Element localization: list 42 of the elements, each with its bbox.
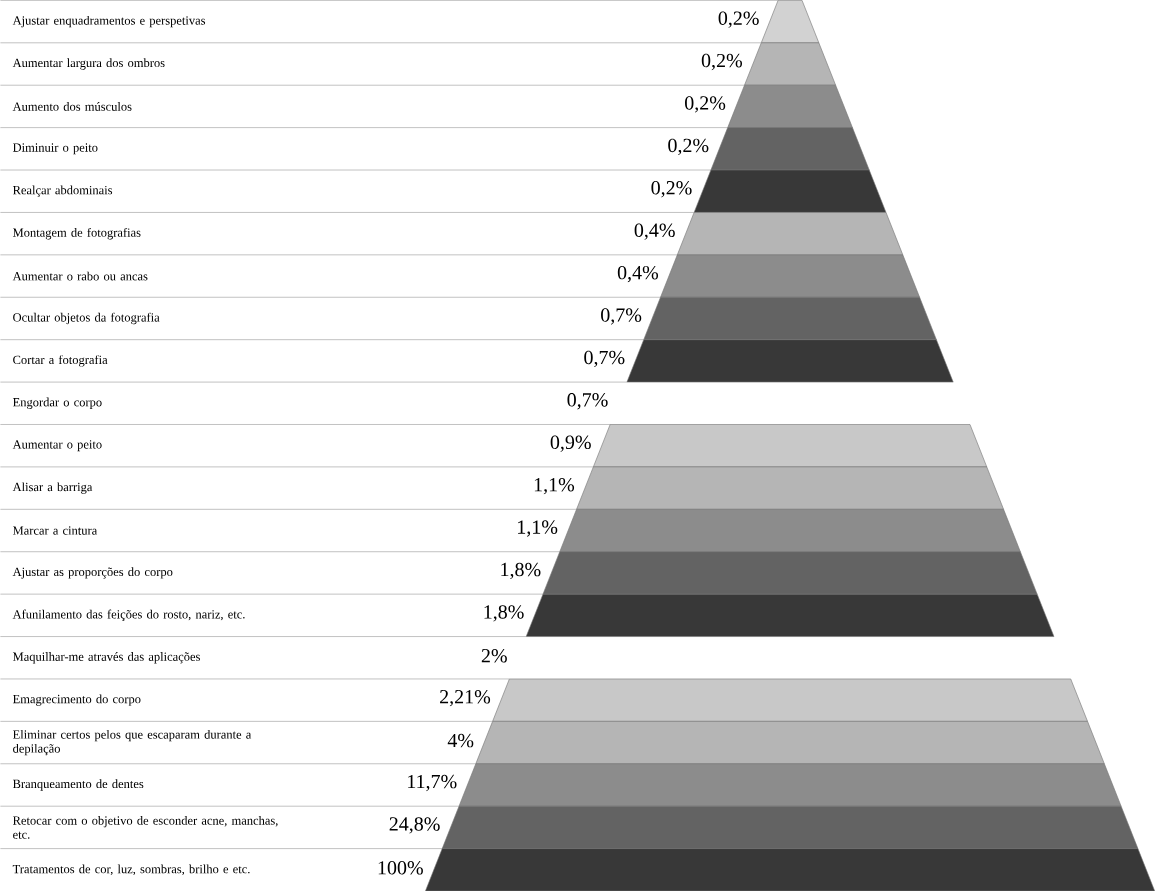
data-label: 1,8% [484,605,524,622]
data-label: 100% [378,860,423,875]
data-label: 0,7% [567,392,608,410]
data-label: 0,9% [550,435,591,452]
category-label: Maquilhar-me através das aplicações [12,651,200,664]
category-label: Aumento dos músculos [12,101,132,111]
data-label: 24,8% [389,817,440,834]
category-label: Tratamentos de cor, luz, sombras, brilho e etc. [12,864,250,875]
data-label: 4% [447,733,474,748]
category-label: Branqueamento de dentes [12,779,144,791]
data-label: 0,4% [634,223,675,240]
data-label: 2% [481,648,507,663]
data-label: 0,7% [584,350,625,367]
category-label: Marcar a cintura [12,526,98,535]
data-label: 1,1% [518,520,558,537]
category-label: Ajustar enquadramentos e perspetivas [12,15,206,28]
data-label: 0,2% [718,11,759,28]
data-label: 0,2% [701,53,743,71]
data-label: 11,7% [408,774,457,792]
data-label: 1,8% [501,562,541,579]
category-label: Aumentar o rabo ou ancas [12,271,148,281]
category-label: Emagrecimento do corpo [12,694,141,706]
category-label: Engordar o corpo [12,397,102,409]
data-label: 1,1% [534,477,575,495]
category-label: Eliminar certos pelos que escaparam durante a depilação [12,729,252,756]
data-label: 0,7% [601,308,642,325]
category-label: Realçar abdominais [12,185,113,197]
data-label: 0,2% [668,138,709,155]
category-label: Afunilamento das feições do rosto, nariz, etc. [12,609,245,621]
category-label: Retocar com o objetivo de esconder acne, manchas, etc. [12,815,278,839]
category-label: Alisar a barriga [12,482,93,494]
category-label: Aumentar largura dos ombros [12,58,165,70]
data-label: 0,4% [617,265,659,283]
category-label: Cortar a fotografia [13,354,108,367]
category-label: Diminuir o peito [12,143,98,155]
category-label: Aumentar o peito [12,440,102,452]
data-label: 0,2% [685,96,726,113]
category-label: Montagem de fotografias [12,227,141,240]
data-label: 0,2% [651,180,692,198]
data-label: 2,21% [440,689,491,707]
category-label: Ajustar as proporções do corpo [12,567,173,579]
category-label: Ocultar objetos da fotografia [13,312,160,325]
